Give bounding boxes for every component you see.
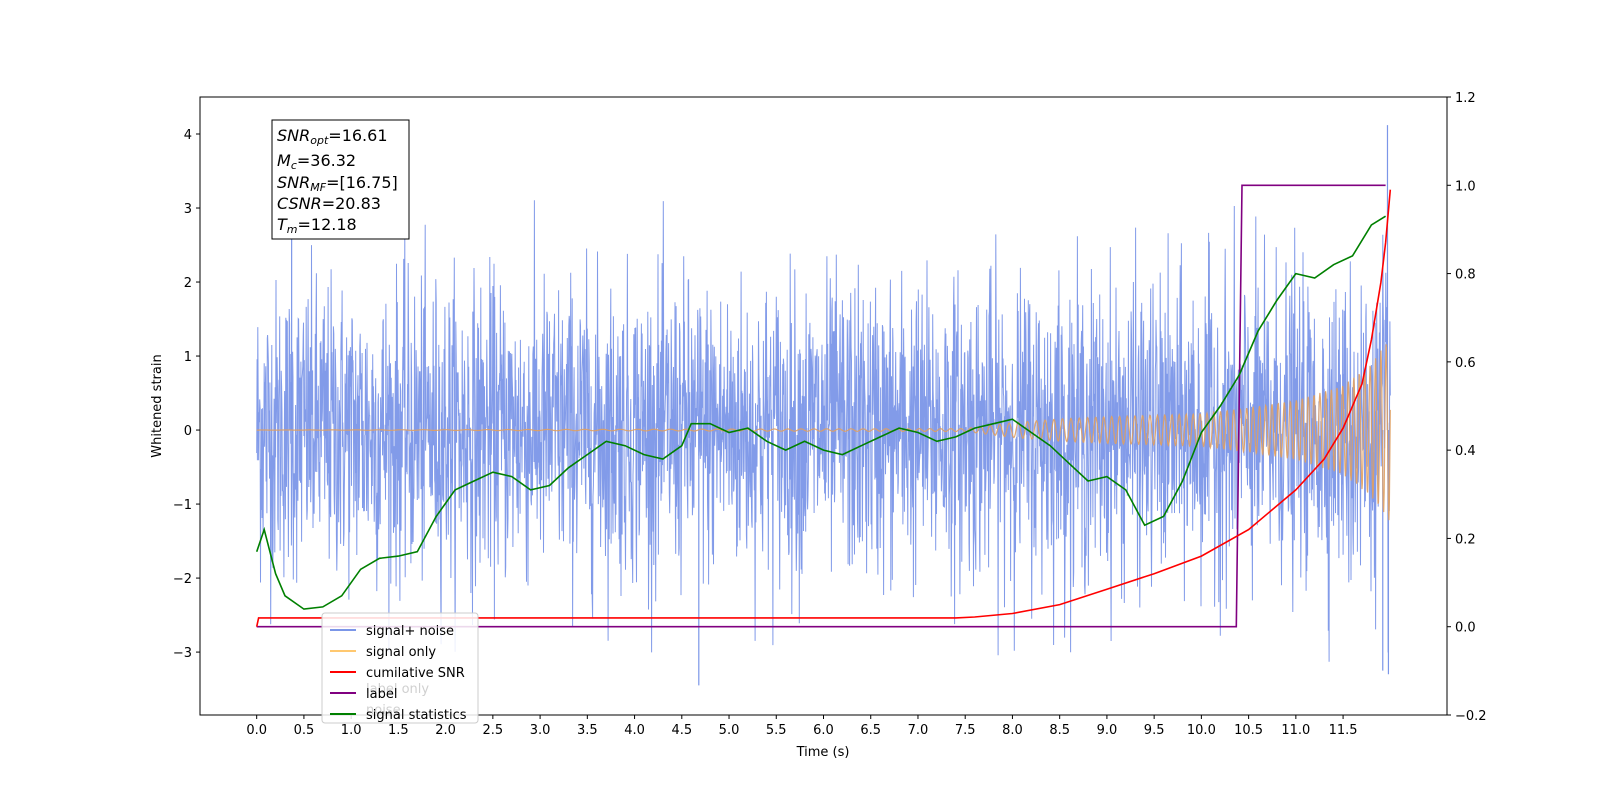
- annotation-line: CSNR=20.83: [277, 194, 381, 213]
- y2-tick-label: 0.0: [1455, 621, 1476, 636]
- x-tick-label: 3.0: [530, 723, 551, 738]
- x-tick-label: 11.5: [1329, 723, 1358, 738]
- x-tick-label: 7.0: [908, 723, 929, 738]
- y-tick-label: −1: [173, 498, 192, 513]
- annotation-value: =16.61: [328, 126, 387, 145]
- annotation-subscript: opt: [310, 134, 329, 147]
- annotation-value: =[16.75]: [326, 173, 398, 192]
- legend-hidden-text-1: label only: [366, 682, 429, 697]
- y2-tick-label: 1.0: [1455, 179, 1476, 194]
- annotation-symbol: T: [277, 215, 288, 234]
- series-cumulative-snr-line: [255, 189, 1392, 627]
- x-tick-label: 9.0: [1097, 723, 1118, 738]
- annotation-symbol: CSNR: [277, 194, 322, 213]
- series-signal-statistics-line: [255, 215, 1387, 610]
- annotation-line: Tm=12.18: [277, 215, 357, 236]
- x-tick-label: 5.0: [719, 723, 740, 738]
- y-axis-ticks: −3 −2 −1 0 1 2 3 4: [173, 128, 200, 661]
- y-tick-label: 0: [184, 424, 192, 439]
- x-tick-label: 8.5: [1049, 723, 1070, 738]
- x-tick-label: 6.0: [813, 723, 834, 738]
- y2-tick-label: 0.6: [1455, 356, 1476, 371]
- y-tick-label: 2: [184, 276, 192, 291]
- y2-tick-label: 0.2: [1455, 532, 1476, 547]
- legend-hidden-text-2: noise: [366, 703, 401, 718]
- y-tick-label: −3: [173, 646, 192, 661]
- annotation-subscript: MF: [310, 181, 326, 194]
- x-tick-label: 10.5: [1234, 723, 1263, 738]
- y2-axis-ticks: −0.2 0.0 0.2 0.4 0.6 0.8 1.0 1.2: [1447, 91, 1487, 724]
- y2-tick-label: 0.4: [1455, 444, 1476, 459]
- annotation-value: =36.32: [297, 151, 356, 170]
- legend-frame: [321, 612, 479, 724]
- legend-label: signal+ noise: [366, 624, 454, 639]
- x-tick-label: 6.5: [860, 723, 881, 738]
- x-axis-label: Time (s): [796, 745, 850, 760]
- annotation-lines: SNRopt=16.61Mc=36.32SNRMF=[16.75]CSNR=20…: [277, 126, 398, 236]
- x-tick-label: 4.0: [624, 723, 645, 738]
- annotation-line: Mc=36.32: [277, 151, 356, 172]
- x-tick-label: 10.0: [1187, 723, 1216, 738]
- y-axis-label: Whitened strain: [150, 354, 165, 457]
- annotation-box: SNRopt=16.61Mc=36.32SNRMF=[16.75]CSNR=20…: [271, 119, 410, 240]
- x-tick-label: 1.5: [388, 723, 409, 738]
- annotation-subscript: c: [291, 159, 297, 172]
- x-tick-label: 1.0: [341, 723, 362, 738]
- annotation-subscript: m: [287, 223, 298, 236]
- y-tick-label: −2: [173, 572, 192, 587]
- x-tick-label: 4.5: [671, 723, 692, 738]
- x-tick-label: 5.5: [766, 723, 787, 738]
- legend-label: signal statistics: [366, 708, 467, 723]
- y-tick-label: 1: [184, 350, 192, 365]
- legend-label: label: [366, 687, 397, 702]
- annotation-symbol: M: [277, 151, 291, 170]
- annotation-symbol: SNR: [277, 126, 310, 145]
- y2-tick-label: 0.8: [1455, 268, 1476, 283]
- legend-label: signal only: [366, 645, 436, 660]
- y2-tick-label: −0.2: [1455, 709, 1487, 724]
- annotation-line: SNRMF=[16.75]: [277, 173, 398, 194]
- legend: label only noise signal+ noise signal only…: [321, 612, 479, 724]
- annotation-value: =20.83: [322, 194, 381, 213]
- x-tick-label: 8.0: [1002, 723, 1023, 738]
- x-tick-label: 2.0: [435, 723, 456, 738]
- x-tick-label: 2.5: [483, 723, 504, 738]
- x-tick-label: 0.0: [246, 723, 267, 738]
- x-tick-label: 7.5: [955, 723, 976, 738]
- x-tick-label: 0.5: [294, 723, 315, 738]
- annotation-value: =12.18: [298, 215, 357, 234]
- series-label-line: [256, 184, 1386, 628]
- annotation-line: SNRopt=16.61: [277, 126, 388, 147]
- legend-hidden-text: label only noise: [366, 682, 429, 718]
- y-tick-label: 3: [184, 202, 192, 217]
- annotation-symbol: SNR: [277, 173, 310, 192]
- x-tick-label: 9.5: [1144, 723, 1165, 738]
- legend-label: cumilative SNR: [366, 666, 465, 681]
- y2-tick-label: 1.2: [1455, 91, 1476, 106]
- series-layer: [255, 125, 1392, 686]
- x-tick-label: 11.0: [1281, 723, 1310, 738]
- series-signal-only-line: [256, 344, 1391, 521]
- x-tick-label: 3.5: [577, 723, 598, 738]
- y-tick-label: 4: [184, 128, 192, 143]
